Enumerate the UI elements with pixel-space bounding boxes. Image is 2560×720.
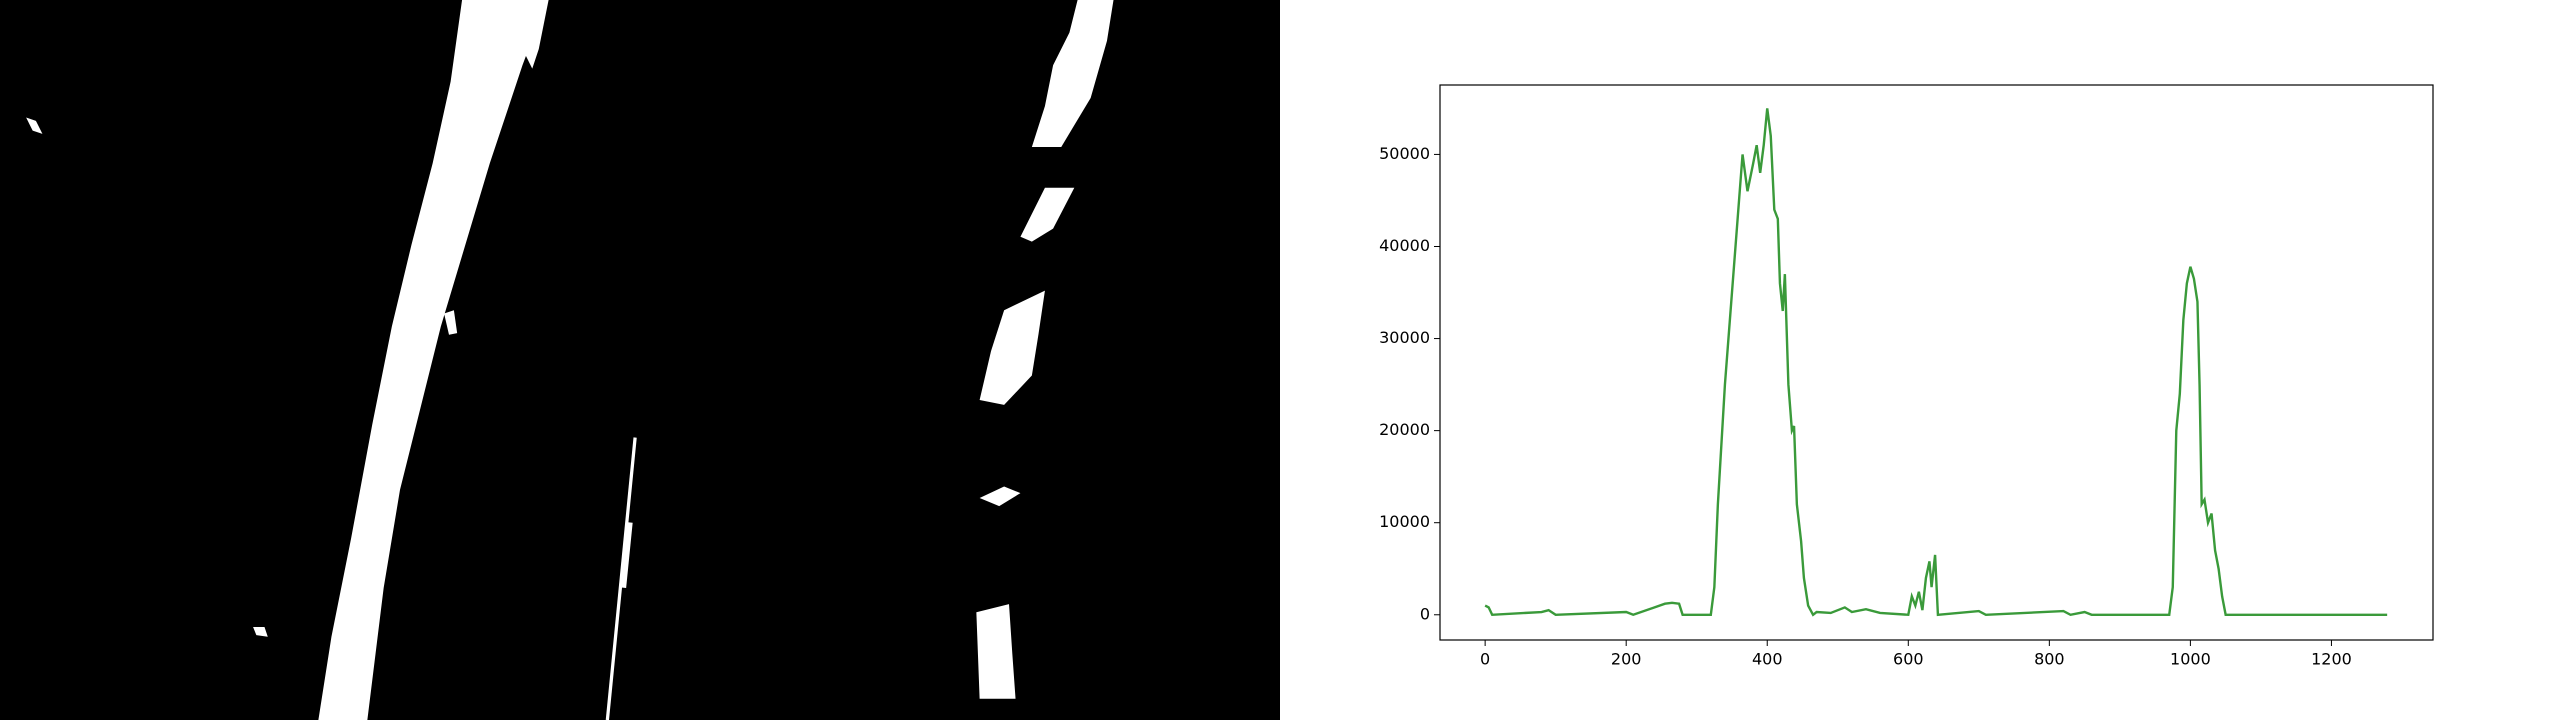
y-tick-label: 0 xyxy=(1420,604,1430,623)
x-tick-label: 0 xyxy=(1480,650,1490,669)
binary-image xyxy=(0,0,1280,720)
x-tick-label: 200 xyxy=(1611,650,1642,669)
y-tick-label: 40000 xyxy=(1379,236,1430,255)
x-tick-label: 800 xyxy=(2034,650,2065,669)
x-tick-label: 1200 xyxy=(2311,650,2352,669)
x-tick-label: 600 xyxy=(1893,650,1924,669)
plot-frame xyxy=(1439,84,2434,641)
histogram-line xyxy=(1484,108,2388,617)
y-tick-label: 10000 xyxy=(1379,512,1430,531)
y-tick-label: 30000 xyxy=(1379,328,1430,347)
x-tick-label: 400 xyxy=(1752,650,1783,669)
lane-pixels xyxy=(26,0,1114,720)
y-tick-label: 50000 xyxy=(1379,144,1430,163)
x-tick-label: 1000 xyxy=(2170,650,2211,669)
y-tick-label: 20000 xyxy=(1379,420,1430,439)
